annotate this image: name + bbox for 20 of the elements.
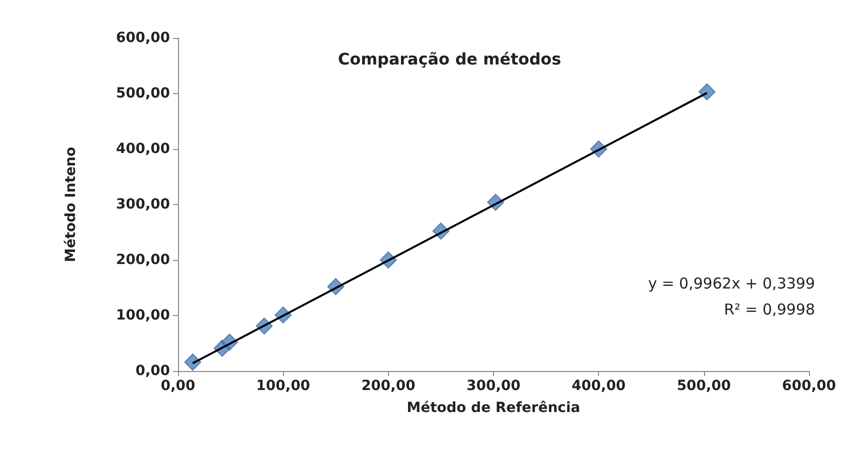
x-tick-label: 500,00	[676, 378, 732, 394]
y-tick-label: 500,00	[116, 86, 170, 102]
x-tick-label: 300,00	[466, 378, 521, 394]
x-tick-label: 400,00	[572, 378, 626, 394]
annotation: y = 0,9962x + 0,3399	[648, 274, 816, 292]
y-tick-label: 300,00	[116, 196, 170, 212]
x-tick-label: 200,00	[361, 378, 416, 394]
x-tick-label: 600,00	[782, 378, 836, 394]
y-tick-label: 400,00	[116, 141, 170, 157]
point	[698, 83, 716, 100]
y-tick-label: 100,00	[116, 308, 170, 324]
x-tick-label: 100,00	[256, 378, 310, 394]
y-axis-title: Método Inteno	[63, 146, 79, 262]
x-tick-label: 0,00	[160, 378, 196, 394]
annotation: R² = 0,9998	[724, 300, 816, 318]
y-tick-label: 600,00	[116, 30, 170, 46]
y-tick-label: 200,00	[116, 252, 170, 268]
x-axis-title: Método de Referência	[406, 400, 580, 416]
text: Comparação de métodos	[338, 50, 562, 68]
y-tick-label: 0,00	[135, 363, 170, 379]
